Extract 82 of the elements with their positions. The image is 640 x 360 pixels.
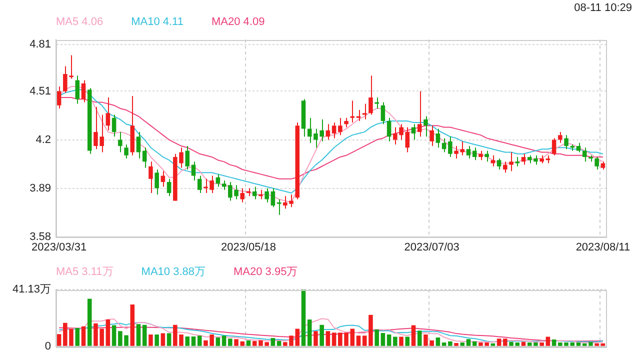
bar (106, 319, 110, 346)
bar (276, 341, 282, 346)
bar (509, 342, 514, 346)
y-tick-label: 41.13万 (12, 284, 51, 296)
bar (246, 340, 251, 346)
bar (112, 325, 116, 346)
bar (222, 336, 226, 346)
text: MA10 3.88万 (141, 265, 206, 279)
bar (75, 328, 80, 346)
bar (540, 342, 544, 346)
bar (154, 334, 159, 346)
bar (332, 332, 336, 346)
bar (552, 339, 556, 346)
x-tick-label: 2023/07/03 (404, 241, 460, 254)
bar (466, 339, 471, 346)
bar (570, 342, 575, 346)
bar (148, 334, 153, 346)
x-tick-label: 2023/08/11 (576, 241, 630, 254)
candlestick (374, 97, 379, 109)
y-tick-label: 4.51 (30, 85, 51, 98)
bar (228, 338, 232, 346)
bar (136, 324, 141, 346)
bar (405, 336, 410, 346)
bar (496, 338, 502, 346)
bar (460, 342, 465, 346)
x-tick-label: 2023/03/31 (32, 241, 87, 254)
bar (142, 324, 147, 346)
bar (216, 338, 220, 346)
bar (234, 339, 238, 346)
text: 08-11 10:29 (574, 2, 632, 14)
bar (326, 331, 330, 346)
text: MA10 4.11 (131, 16, 184, 28)
bar (197, 336, 202, 346)
bar (166, 333, 172, 346)
bar (270, 338, 276, 346)
bar (546, 336, 550, 346)
bar (417, 330, 422, 346)
y-tick-label: 3.89 (30, 182, 51, 194)
bar (374, 330, 379, 346)
y-tick-label: 0 (44, 340, 51, 352)
bar (87, 298, 92, 346)
bar (130, 304, 135, 346)
y-tick-label: 4.81 (30, 38, 51, 50)
bar (160, 333, 166, 346)
bar (185, 336, 190, 346)
x-tick-label: 2023/05/18 (220, 241, 276, 254)
text: MA5 3.11万 (56, 265, 114, 279)
y-tick-label: 3.58 (30, 230, 51, 243)
bar (594, 343, 599, 346)
bar (515, 342, 520, 346)
bar (436, 338, 440, 346)
bar (56, 334, 62, 346)
bar (191, 336, 196, 346)
bar (240, 341, 245, 346)
bar (411, 325, 416, 346)
bar (320, 324, 324, 346)
bar (576, 342, 581, 346)
bar (521, 342, 526, 346)
candlestick (454, 146, 458, 160)
y-tick-label: 4.2 (36, 134, 51, 146)
text: MA20 4.09 (211, 16, 265, 28)
text: MA5 4.06 (56, 16, 104, 28)
text: MA20 3.95万 (233, 265, 298, 279)
bar (295, 328, 300, 346)
candlestick (509, 152, 514, 172)
bar (454, 342, 458, 346)
bar (503, 338, 508, 346)
bar (448, 341, 452, 346)
bar (442, 342, 446, 346)
bar (386, 334, 392, 346)
bar (393, 336, 398, 346)
bar (399, 336, 404, 346)
bar (472, 341, 477, 346)
bar (301, 290, 306, 346)
bar (356, 336, 361, 346)
bar (350, 328, 355, 346)
bar (314, 331, 318, 346)
bar (490, 343, 496, 346)
bar (380, 333, 386, 346)
bar (81, 326, 86, 346)
bar (600, 343, 606, 346)
bar (307, 319, 312, 346)
